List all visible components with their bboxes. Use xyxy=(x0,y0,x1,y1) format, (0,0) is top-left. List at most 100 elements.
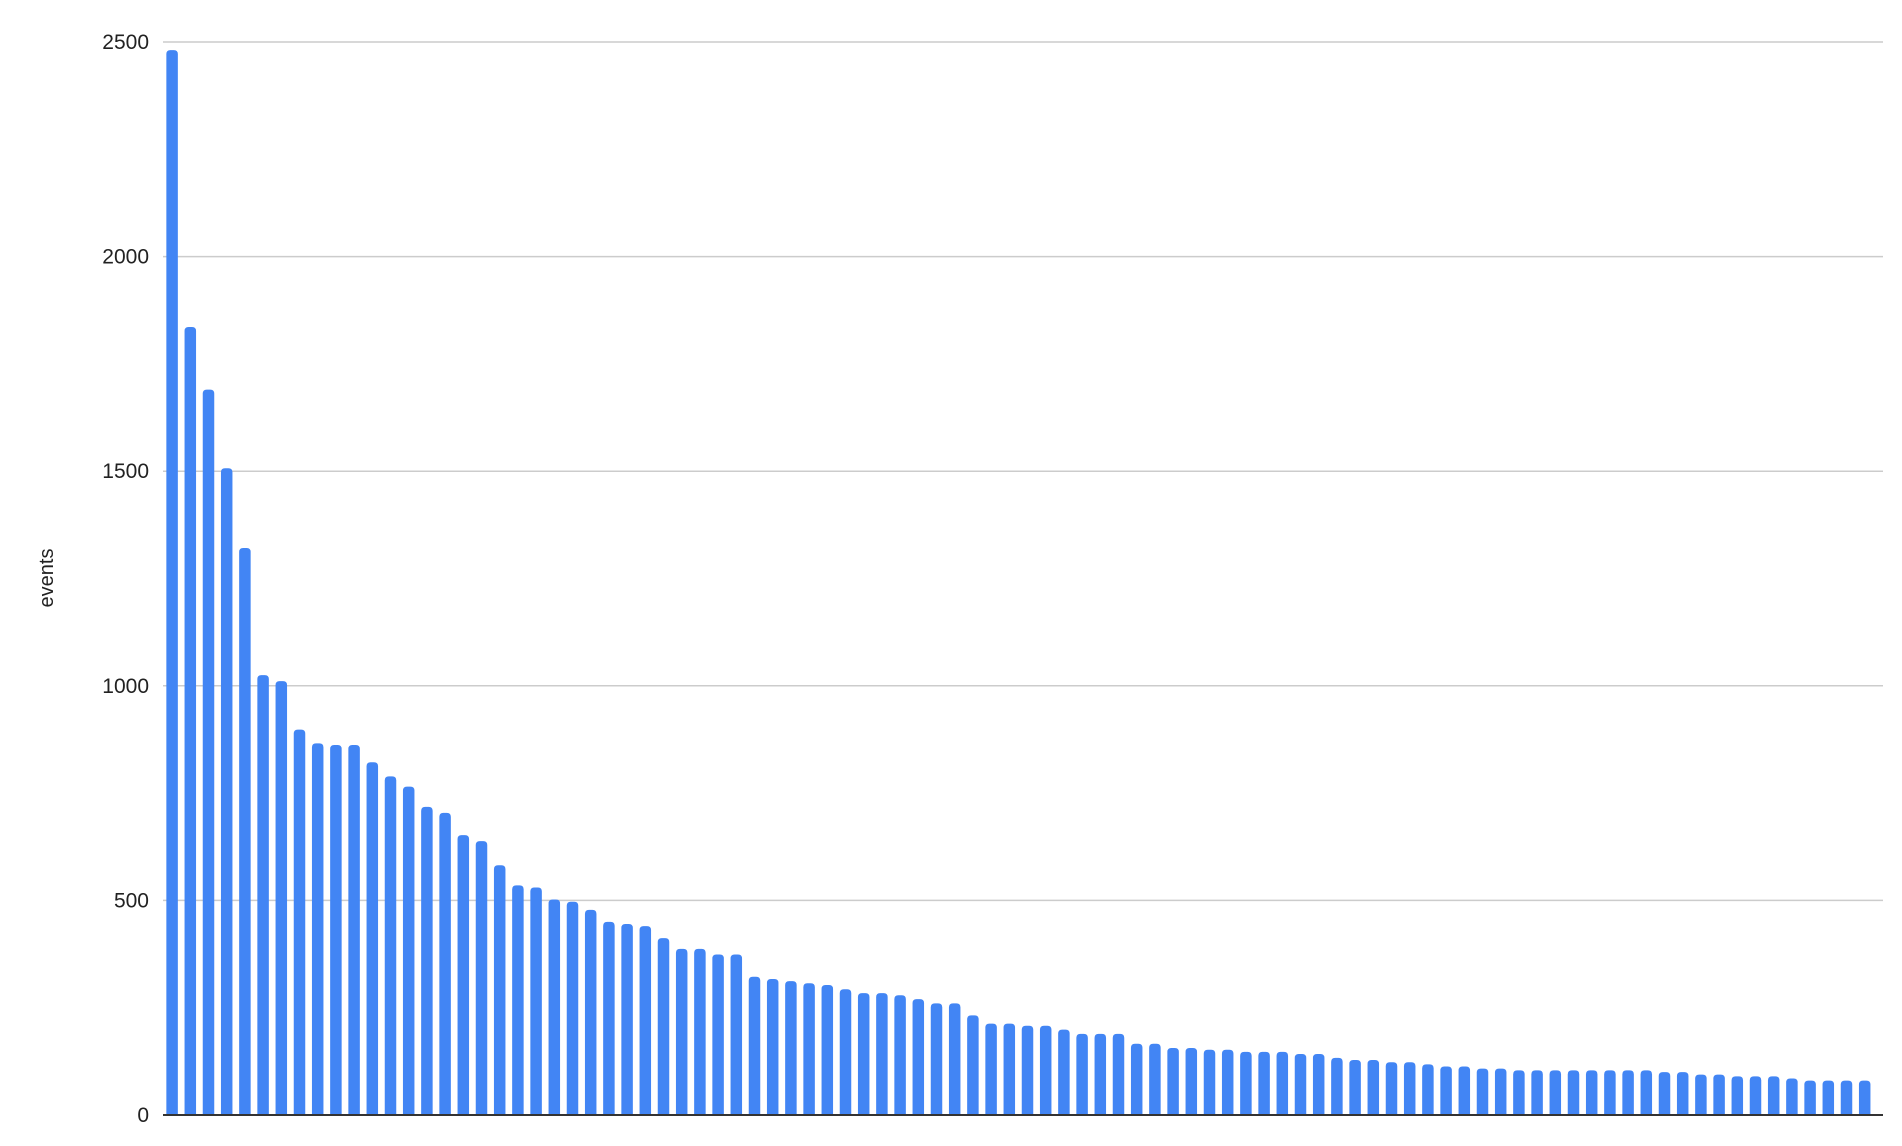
bar xyxy=(1258,1051,1270,1115)
bar xyxy=(639,926,652,1115)
bar xyxy=(239,548,251,1115)
bar xyxy=(1294,1054,1307,1115)
bar xyxy=(275,681,288,1115)
bar xyxy=(1112,1033,1125,1115)
y-tick-label: 500 xyxy=(114,889,149,912)
bar xyxy=(1312,1054,1325,1115)
bar xyxy=(967,1015,979,1115)
y-axis-label: events xyxy=(36,549,58,608)
bar xyxy=(366,762,379,1115)
bars xyxy=(166,50,1871,1116)
bar xyxy=(348,745,360,1115)
bar xyxy=(1221,1049,1234,1115)
bar xyxy=(566,901,579,1115)
bar xyxy=(803,983,815,1115)
bar xyxy=(512,885,524,1115)
bar xyxy=(1513,1070,1525,1115)
bar xyxy=(1731,1076,1744,1115)
bar xyxy=(1385,1062,1398,1115)
bar xyxy=(184,326,197,1116)
bar xyxy=(421,806,433,1115)
bar xyxy=(475,841,488,1115)
bar xyxy=(1567,1070,1580,1115)
bar xyxy=(694,948,706,1115)
bar xyxy=(1494,1068,1507,1115)
bar xyxy=(894,995,906,1115)
bar xyxy=(1458,1066,1471,1115)
bar xyxy=(1367,1060,1380,1115)
bar xyxy=(1130,1043,1143,1115)
y-tick-label: 2000 xyxy=(102,246,149,269)
bar xyxy=(220,468,233,1116)
bar xyxy=(1640,1070,1653,1115)
bar xyxy=(1003,1023,1016,1115)
y-axis-ticks: 0 500 1000 1500 2000 2500 xyxy=(102,31,149,1127)
bar xyxy=(1622,1070,1634,1115)
bar xyxy=(876,993,888,1115)
bar xyxy=(457,835,470,1115)
bar xyxy=(730,954,743,1115)
gridlines xyxy=(163,41,1883,902)
bar xyxy=(1749,1076,1762,1115)
bar xyxy=(166,50,178,1116)
bar xyxy=(548,899,561,1115)
bar xyxy=(1039,1025,1052,1115)
bar xyxy=(1094,1033,1107,1115)
bar xyxy=(785,981,797,1115)
bar xyxy=(1713,1074,1725,1115)
bar xyxy=(766,978,779,1115)
bar xyxy=(493,865,506,1115)
bar xyxy=(530,887,542,1115)
bar xyxy=(1185,1048,1198,1115)
bar xyxy=(1585,1070,1598,1115)
bar xyxy=(1822,1080,1835,1115)
bar xyxy=(948,1003,961,1115)
bar xyxy=(1058,1029,1070,1115)
bar xyxy=(675,948,688,1115)
bar xyxy=(293,729,306,1115)
bar xyxy=(1804,1080,1816,1115)
bar xyxy=(257,675,269,1115)
bar xyxy=(402,786,415,1115)
y-tick-label: 1000 xyxy=(102,675,149,698)
bar xyxy=(821,984,834,1115)
bar xyxy=(985,1023,997,1115)
bar xyxy=(1422,1064,1434,1115)
y-tick-label: 1500 xyxy=(102,460,149,483)
bar xyxy=(839,989,852,1115)
bar xyxy=(384,776,397,1115)
bar xyxy=(1549,1070,1562,1115)
bar xyxy=(1676,1072,1689,1115)
y-tick-label: 0 xyxy=(137,1104,149,1127)
bar xyxy=(712,954,724,1115)
y-tick-label: 2500 xyxy=(102,31,149,54)
bar xyxy=(1786,1078,1798,1115)
bar xyxy=(1167,1048,1179,1115)
bar xyxy=(912,999,925,1115)
bar xyxy=(584,909,597,1115)
bar xyxy=(1331,1057,1343,1115)
bar xyxy=(1076,1033,1088,1115)
bar xyxy=(1858,1080,1871,1115)
bar xyxy=(311,743,324,1115)
bar xyxy=(1440,1066,1452,1115)
bar xyxy=(1349,1060,1361,1115)
bar xyxy=(1767,1076,1780,1115)
bar xyxy=(1531,1070,1543,1115)
bar xyxy=(202,389,215,1116)
bar xyxy=(621,924,633,1115)
bar xyxy=(603,921,615,1115)
bar xyxy=(930,1003,943,1115)
bar xyxy=(748,976,761,1115)
bar xyxy=(1658,1072,1671,1115)
bar xyxy=(1840,1080,1853,1115)
bar xyxy=(1276,1051,1289,1115)
bar xyxy=(439,812,451,1115)
bar xyxy=(1403,1062,1416,1115)
bar xyxy=(657,938,670,1115)
bar xyxy=(1149,1043,1161,1115)
bar xyxy=(1695,1074,1707,1115)
bar xyxy=(1203,1049,1216,1115)
bar xyxy=(1476,1068,1489,1115)
